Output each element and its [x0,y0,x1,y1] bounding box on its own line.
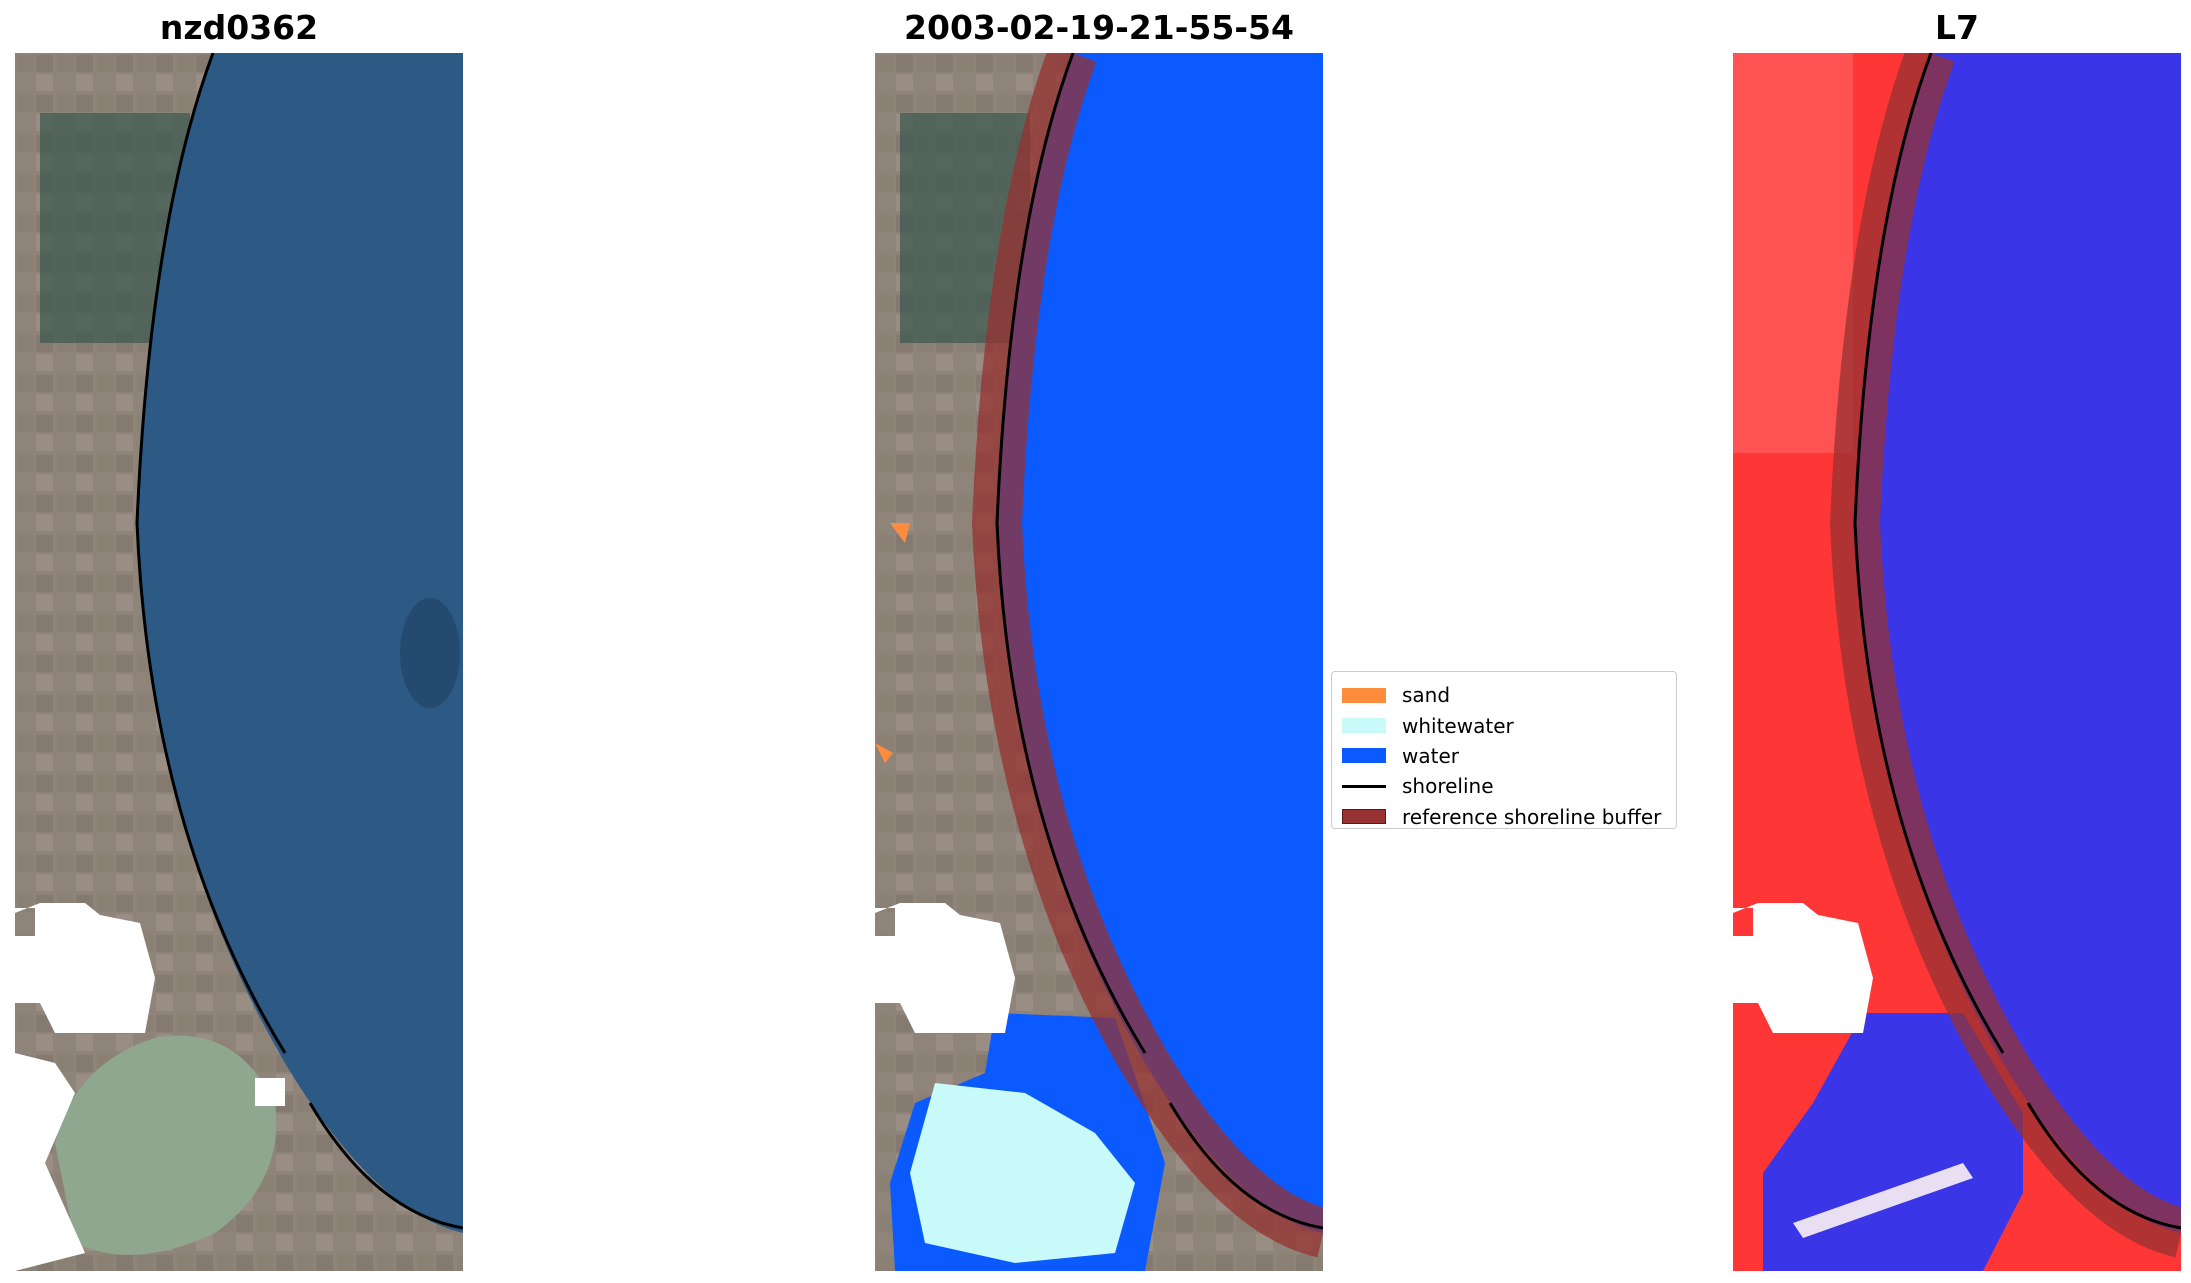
shoreline [135,53,287,1054]
no-data-cloud-south [15,1053,85,1271]
legend-item-buffer: reference shoreline buffer [1342,802,1666,832]
legend-label-buffer: reference shoreline buffer [1402,804,1662,829]
no-data-cloud [1733,903,1873,1033]
legend-label-shoreline: shoreline [1402,774,1494,799]
panel-title-index: L7 [1935,8,1979,47]
no-data-cloud [875,903,1015,1033]
shoreline-south [2026,1102,2181,1230]
rgb-image-panel [15,53,463,1271]
sea-dark-patch [400,598,460,708]
legend-swatch-whitewater [1342,718,1386,734]
wetland-area [55,1035,277,1255]
sea-area [137,53,463,1233]
shoreline-south [308,1102,463,1230]
legend-item-water: water [1342,741,1666,771]
shoreline [995,53,1147,1054]
water-index-lagoon [1763,1013,2023,1271]
sand-class-1 [890,523,910,543]
legend-swatch-buffer [1342,809,1386,825]
water-class [997,53,1323,1233]
index-image-panel [1733,53,2181,1271]
panel-title-rgb: nzd0362 [159,8,319,47]
legend-label-sand: sand [1402,683,1451,708]
legend-item-sand: sand [1342,680,1666,710]
water-index [1855,53,2181,1233]
legend-swatch-water [1342,748,1386,764]
bank-index [1793,1163,1973,1238]
legend: sand whitewater water shoreline referenc… [1331,671,1677,829]
legend-item-shoreline: shoreline [1342,771,1666,801]
classified-image-panel [875,53,1323,1271]
legend-swatch-shoreline [1342,784,1386,788]
sand-class-2 [875,743,893,763]
whitewater-class [910,1083,1135,1263]
legend-label-whitewater: whitewater [1402,713,1514,738]
legend-swatch-sand [1342,687,1386,703]
panel-title-classified: 2003-02-19-21-55-54 [904,8,1294,47]
no-data-small [255,1078,285,1106]
shoreline [1853,53,2005,1054]
land-index-highlight [1733,53,1853,453]
legend-item-whitewater: whitewater [1342,710,1666,740]
no-data-cloud [15,903,155,1033]
legend-label-water: water [1402,743,1459,768]
shoreline-south [1168,1102,1323,1230]
